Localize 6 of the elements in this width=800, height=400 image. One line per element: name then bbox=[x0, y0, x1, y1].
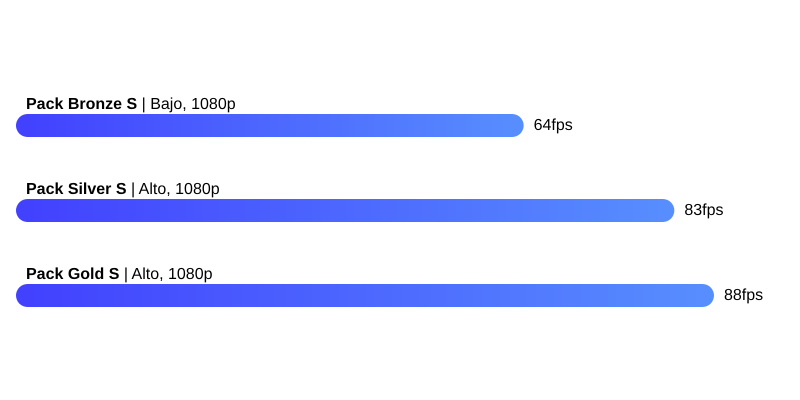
y-tick-label: Pack Gold S | Alto, 1080p bbox=[26, 266, 213, 283]
data-label: 83fps bbox=[684, 202, 724, 219]
y-tick-label: Pack Bronze S | Bajo, 1080p bbox=[26, 96, 236, 113]
data-label: 64fps bbox=[534, 117, 573, 134]
y-tick-label: Pack Silver S | Alto, 1080p bbox=[26, 181, 220, 198]
data-label: 88fps bbox=[724, 287, 764, 304]
